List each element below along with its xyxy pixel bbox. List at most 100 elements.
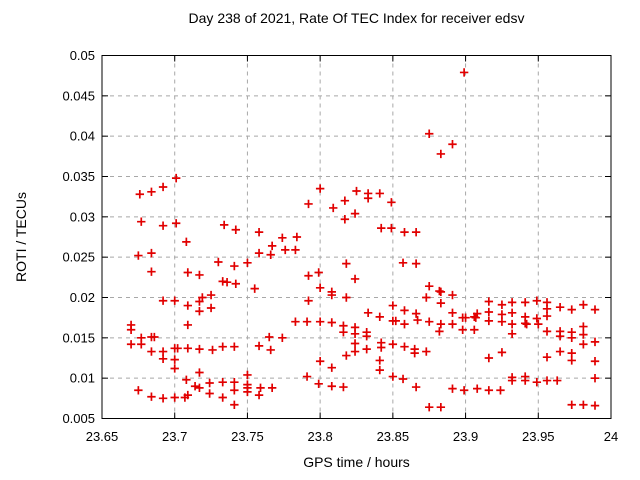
data-point-marker bbox=[542, 311, 552, 321]
data-point-marker bbox=[387, 223, 396, 233]
data-point-marker bbox=[555, 347, 565, 356]
data-point-marker bbox=[436, 149, 446, 159]
y-tick-label: 0.04 bbox=[70, 129, 95, 144]
data-point-marker bbox=[534, 319, 543, 329]
data-point-marker bbox=[267, 383, 277, 393]
plot-border bbox=[101, 55, 612, 419]
data-point-marker bbox=[243, 370, 252, 380]
x-tick-label: 24 bbox=[604, 429, 618, 444]
data-point-marker bbox=[470, 325, 479, 334]
data-point-marker bbox=[170, 355, 179, 364]
y-tick-label: 0.045 bbox=[62, 88, 95, 103]
data-point-marker bbox=[278, 333, 287, 343]
data-point-marker bbox=[230, 378, 239, 387]
data-point-marker bbox=[436, 403, 446, 412]
data-point-marker bbox=[218, 342, 227, 351]
data-point-marker bbox=[314, 379, 323, 389]
data-point-marker bbox=[231, 225, 240, 234]
data-point-marker bbox=[448, 308, 457, 318]
data-point-marker bbox=[542, 376, 552, 385]
data-point-marker bbox=[329, 203, 338, 213]
data-point-marker bbox=[304, 296, 313, 305]
data-point-marker bbox=[435, 327, 444, 336]
data-point-marker bbox=[458, 325, 467, 334]
data-point-marker bbox=[388, 301, 398, 310]
data-point-marker bbox=[411, 309, 421, 318]
data-point-marker bbox=[150, 332, 159, 342]
x-tick-label: 23.7 bbox=[162, 429, 187, 444]
data-point-marker bbox=[413, 315, 422, 325]
data-point-marker bbox=[542, 352, 552, 362]
data-point-marker bbox=[327, 363, 336, 372]
data-point-marker bbox=[135, 190, 145, 199]
data-point-marker bbox=[497, 310, 507, 319]
data-point-marker bbox=[400, 319, 409, 329]
data-point-marker bbox=[218, 393, 227, 402]
data-point-marker bbox=[436, 298, 446, 308]
data-point-marker bbox=[496, 386, 505, 395]
data-point-marker bbox=[278, 233, 287, 243]
data-point-marker bbox=[459, 68, 469, 77]
data-point-marker bbox=[375, 189, 384, 198]
data-point-marker bbox=[180, 393, 190, 402]
data-point-marker bbox=[590, 373, 600, 383]
data-point-marker bbox=[435, 286, 444, 296]
data-point-marker bbox=[126, 340, 136, 349]
data-point-marker bbox=[484, 353, 494, 363]
data-point-marker bbox=[195, 368, 204, 377]
data-point-marker bbox=[398, 374, 408, 384]
data-point-marker bbox=[507, 298, 517, 307]
data-point-marker bbox=[304, 199, 313, 209]
data-point-marker bbox=[158, 347, 168, 356]
data-point-marker bbox=[542, 304, 552, 313]
data-point-marker bbox=[448, 290, 457, 300]
data-point-marker bbox=[398, 258, 408, 268]
data-point-marker bbox=[350, 209, 360, 218]
data-point-marker bbox=[362, 332, 371, 341]
data-point-marker bbox=[448, 384, 457, 393]
data-point-marker bbox=[484, 386, 494, 395]
data-point-marker bbox=[195, 297, 204, 306]
data-point-marker bbox=[362, 344, 371, 354]
data-point-marker bbox=[315, 184, 325, 193]
data-point-marker bbox=[342, 293, 351, 302]
data-point-marker bbox=[484, 307, 494, 317]
data-point-marker bbox=[422, 347, 431, 356]
data-point-marker bbox=[484, 316, 494, 326]
data-point-marker bbox=[448, 319, 457, 329]
data-point-marker bbox=[219, 220, 229, 230]
data-point-marker bbox=[520, 376, 530, 385]
data-point-marker bbox=[314, 268, 323, 277]
data-point-marker bbox=[567, 305, 576, 314]
data-point-marker bbox=[158, 394, 168, 403]
data-point-marker bbox=[532, 378, 542, 387]
data-point-marker bbox=[126, 325, 136, 334]
data-point-marker bbox=[173, 344, 182, 353]
data-point-marker bbox=[522, 319, 531, 329]
data-point-marker bbox=[302, 372, 312, 381]
data-point-marker bbox=[377, 223, 386, 233]
data-point-marker bbox=[267, 241, 277, 251]
data-point-marker bbox=[327, 382, 336, 391]
data-point-marker bbox=[425, 403, 434, 412]
data-point-marker bbox=[579, 330, 588, 339]
data-point-marker bbox=[190, 382, 200, 391]
data-point-marker bbox=[377, 343, 386, 352]
data-point-marker bbox=[507, 329, 517, 338]
data-point-marker bbox=[230, 386, 239, 395]
data-point-marker bbox=[254, 227, 264, 237]
data-point-marker bbox=[254, 341, 264, 351]
data-point-marker bbox=[266, 250, 275, 259]
data-point-marker bbox=[195, 270, 204, 280]
data-point-marker bbox=[158, 221, 168, 230]
data-point-marker bbox=[411, 227, 421, 237]
x-tick-label: 23.65 bbox=[86, 429, 119, 444]
data-point-marker bbox=[170, 296, 179, 305]
data-point-marker bbox=[171, 219, 181, 228]
data-point-marker bbox=[183, 344, 193, 353]
data-point-marker bbox=[590, 337, 600, 347]
data-point-marker bbox=[484, 297, 494, 306]
y-tick-label: 0.02 bbox=[70, 290, 95, 305]
data-point-marker bbox=[567, 333, 576, 343]
